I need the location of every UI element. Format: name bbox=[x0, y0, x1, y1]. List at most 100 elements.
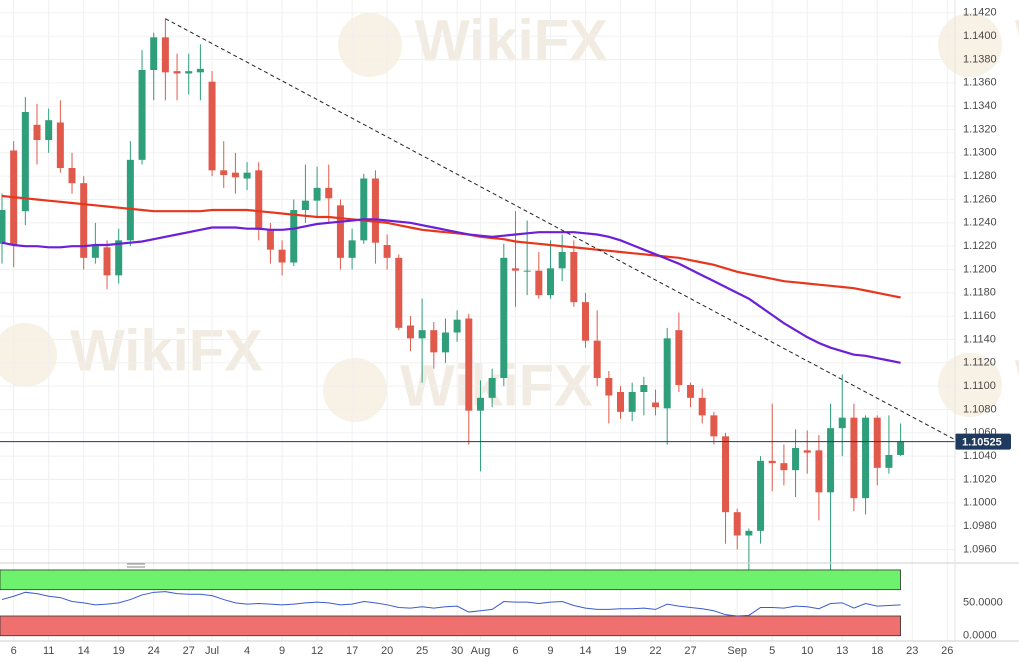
y-tick-label: 1.1200 bbox=[963, 263, 997, 275]
x-tick-label: Sep bbox=[727, 645, 747, 657]
x-tick-label: 11 bbox=[43, 645, 54, 657]
candle-body bbox=[827, 428, 835, 493]
x-tick-label: 27 bbox=[684, 645, 696, 657]
candle-body bbox=[628, 392, 636, 412]
watermark: WikiFX bbox=[1015, 348, 1019, 413]
y-tick-label: 50.0000 bbox=[963, 597, 1003, 609]
candle-body bbox=[325, 187, 333, 199]
candle-body bbox=[290, 210, 298, 263]
candle-body bbox=[488, 378, 496, 398]
x-tick-label: 20 bbox=[381, 645, 393, 657]
candle-body bbox=[0, 210, 6, 244]
candle-body bbox=[173, 71, 181, 74]
y-tick-label: 1.1040 bbox=[963, 450, 997, 462]
x-tick-label: 6 bbox=[512, 645, 518, 657]
candle-body bbox=[792, 448, 800, 471]
y-tick-label: 1.0960 bbox=[963, 543, 997, 555]
candle-body bbox=[675, 330, 683, 385]
line-series bbox=[1, 218, 901, 364]
candle-body bbox=[441, 332, 449, 353]
candle-body bbox=[745, 530, 753, 536]
candle-body bbox=[511, 268, 519, 271]
candle-body bbox=[418, 330, 426, 339]
y-tick-label: 1.1220 bbox=[963, 240, 997, 252]
candle-body bbox=[395, 257, 403, 328]
x-tick-label: 6 bbox=[11, 645, 17, 657]
candle-body bbox=[360, 178, 368, 241]
x-tick-label: 9 bbox=[279, 645, 285, 657]
y-tick-label: 1.1100 bbox=[963, 380, 996, 392]
x-tick-label: 23 bbox=[906, 645, 918, 657]
y-tick-label: 1.1080 bbox=[963, 403, 997, 415]
y-tick-label: 1.1120 bbox=[963, 357, 996, 369]
candle-body bbox=[780, 463, 788, 471]
x-tick-label: 9 bbox=[547, 645, 553, 657]
candle-body bbox=[208, 81, 216, 171]
watermark-logo bbox=[938, 13, 1002, 77]
pane-handle[interactable] bbox=[127, 563, 145, 568]
y-tick-label: 1.1360 bbox=[963, 77, 997, 89]
y-tick-label: 1.1340 bbox=[963, 100, 997, 112]
x-tick-label: 25 bbox=[416, 645, 428, 657]
line-series bbox=[1, 194, 901, 299]
candle-body bbox=[266, 229, 274, 250]
y-tick-label: 1.0980 bbox=[963, 520, 997, 532]
candle-body bbox=[33, 124, 41, 140]
candle-body bbox=[465, 318, 473, 411]
candle-body bbox=[150, 37, 158, 70]
candle-body bbox=[21, 112, 29, 212]
candle-body bbox=[897, 441, 905, 455]
candle-body bbox=[640, 385, 648, 392]
y-tick-label: 1.1400 bbox=[963, 30, 997, 42]
candle-body bbox=[838, 417, 846, 429]
x-tick-label: 4 bbox=[244, 645, 250, 657]
candle-body bbox=[558, 252, 566, 269]
y-tick-label: 1.1420 bbox=[963, 7, 997, 19]
y-tick-label: 1.1380 bbox=[963, 53, 997, 65]
candle-body bbox=[45, 120, 53, 140]
x-tick-label: 19 bbox=[113, 645, 125, 657]
x-tick-label: 30 bbox=[451, 645, 463, 657]
candle-body bbox=[126, 159, 134, 241]
candle-body bbox=[803, 450, 811, 453]
candle-body bbox=[850, 417, 858, 499]
candle-body bbox=[185, 71, 193, 74]
candle-body bbox=[768, 460, 776, 464]
x-tick-label: 27 bbox=[183, 645, 195, 657]
indicator-band bbox=[0, 569, 901, 591]
candle-body bbox=[56, 122, 64, 168]
x-tick-label: 24 bbox=[148, 645, 160, 657]
candle-body bbox=[103, 247, 111, 276]
candle-body bbox=[220, 170, 228, 175]
candle-body bbox=[371, 178, 379, 243]
candle-body bbox=[91, 245, 99, 258]
candle-body bbox=[733, 512, 741, 536]
candle-body bbox=[68, 168, 76, 184]
y-tick-label: 1.1300 bbox=[963, 147, 997, 159]
candle-body bbox=[617, 392, 625, 412]
candle-body bbox=[80, 183, 88, 258]
x-tick-label: 18 bbox=[871, 645, 883, 657]
candle-body bbox=[535, 270, 543, 296]
candle-body bbox=[546, 268, 554, 296]
candle-body bbox=[722, 436, 730, 513]
candle-body bbox=[582, 302, 589, 341]
candle-body bbox=[687, 385, 695, 398]
indicator-band bbox=[0, 615, 901, 637]
x-tick-label: 22 bbox=[649, 645, 661, 657]
candle-body bbox=[383, 245, 391, 258]
candle-body bbox=[161, 37, 169, 73]
candle-body bbox=[313, 187, 321, 201]
x-tick-label: 17 bbox=[346, 645, 358, 657]
candle-body bbox=[593, 340, 601, 378]
y-tick-label: 1.1320 bbox=[963, 123, 997, 135]
candle-body bbox=[523, 270, 531, 272]
watermark-logo bbox=[338, 13, 402, 77]
candle-body bbox=[570, 252, 578, 303]
x-tick-label: 14 bbox=[78, 645, 90, 657]
candle-body bbox=[885, 455, 893, 468]
x-tick-label: 26 bbox=[941, 645, 953, 657]
watermark: WikiFX bbox=[1015, 8, 1019, 73]
watermark: WikiFX bbox=[415, 8, 608, 73]
